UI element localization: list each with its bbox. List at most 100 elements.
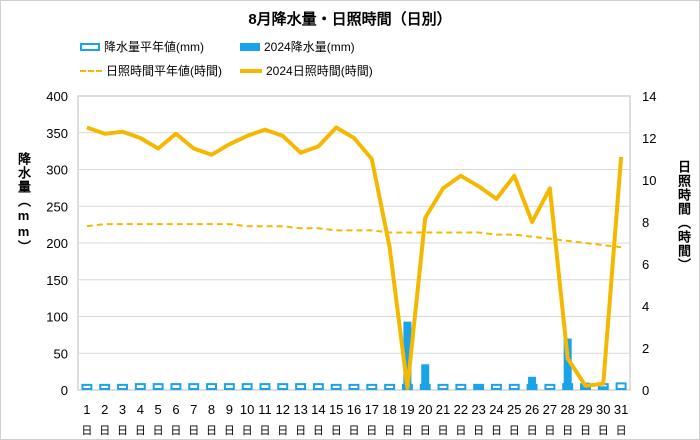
right-tick-label: 12 [642,131,656,146]
chart-title: 8月降水量・日照時間（日別） [248,11,452,28]
x-tick-label: 1 [83,402,90,417]
right-tick-label: 8 [642,215,649,230]
day-of-week-label: 日 [312,425,324,437]
day-of-week-label: 日 [223,425,235,437]
precip-2024-bar [403,321,412,390]
legend-label: 降水量平年値(mm) [104,40,204,54]
right-tick-label: 0 [642,383,649,398]
normal-precip-bar [170,383,182,390]
x-tick-label: 14 [311,402,325,417]
day-of-week-label: 日 [490,425,502,437]
legend-swatch-dash [80,69,102,72]
x-tick-label: 9 [226,402,233,417]
day-of-week-label: 日 [526,425,538,437]
x-tick-label: 18 [382,402,396,417]
legend-normal-sun: 日照時間平年値(時間) [80,62,222,79]
left-tick-label: 200 [46,236,68,251]
sunshine-2024-line [86,125,624,390]
normal-precip-bar [223,383,235,390]
x-tick-label: 2 [101,402,108,417]
normal-precip-bar [259,383,271,390]
day-of-week-label: 日 [544,425,556,437]
x-tick-label: 16 [347,402,361,417]
x-tick-label: 30 [596,402,610,417]
day-of-week-label: 日 [562,425,574,437]
day-of-week-label: 日 [259,425,271,437]
day-of-week-label: 日 [117,425,129,437]
x-tick-label: 21 [436,402,450,417]
day-of-week-label: 日 [401,425,413,437]
normal-precip-bar [277,383,289,390]
day-of-week-label: 日 [206,425,218,437]
left-tick-label: 50 [54,346,68,361]
left-tick-label: 400 [46,89,68,104]
legend-normal-precip: 降水量平年値(mm) [80,38,204,55]
day-of-week-label: 日 [597,425,609,437]
normal-precip-bar [152,383,164,390]
normal-precip-bar [81,383,93,391]
normal-precip-bar [366,383,378,391]
legend-label: 2024降水量(mm) [264,40,355,54]
left-tick-label: 150 [46,273,68,288]
precip-2024-bar [563,338,572,390]
left-tick-label: 100 [46,310,68,325]
normal-precip-bar [615,382,627,391]
legend-label: 2024日照時間(時間) [266,64,373,78]
right-axis-title: 日照時間（時間） [676,160,691,272]
precip-2024-bar [421,364,430,390]
x-tick-label: 31 [614,402,628,417]
right-tick-label: 2 [642,341,649,356]
right-tick-label: 6 [642,257,649,272]
day-of-week-label: 日 [366,425,378,437]
day-of-week-label: 日 [99,425,111,437]
normal-precip-bar [206,383,217,390]
x-tick-label: 26 [525,402,539,417]
left-tick-label: 350 [46,126,68,141]
day-of-week-label: 日 [437,425,449,437]
legend-swatch-fill [240,42,260,51]
legend-swatch-outline [80,42,100,51]
normal-sunshine-line [86,223,622,249]
x-tick-label: 6 [172,402,179,417]
normal-precip-bar [295,383,307,390]
x-tick-label: 22 [454,402,468,417]
x-tick-label: 25 [507,402,521,417]
legend-label: 日照時間平年値(時間) [106,64,222,78]
normal-precip-bar [134,383,146,390]
day-of-week-label: 日 [348,425,360,437]
x-tick-label: 5 [155,402,162,417]
day-of-week-label: 日 [277,425,289,437]
day-of-week-label: 日 [455,425,467,437]
normal-precip-bar [508,383,520,391]
normal-precip-bar [544,383,556,391]
day-of-week-label: 日 [330,425,342,437]
legend-2024-sun: 2024日照時間(時間) [240,62,373,79]
precip-2024-bar [599,386,608,390]
x-tick-label: 27 [543,402,557,417]
precip-2024-bar [474,385,483,390]
right-tick-label: 10 [642,173,656,188]
normal-precip-bar [455,383,467,391]
normal-precip-bar [188,383,200,390]
x-tick-label: 19 [400,402,414,417]
normal-precip-bar [348,383,360,391]
normal-precip-bar [330,383,342,391]
day-of-week-label: 日 [384,425,396,437]
precip-2024-bar [528,376,537,390]
normal-precip-bar [117,383,128,391]
day-of-week-label: 日 [81,425,93,437]
left-tick-label: 300 [46,163,68,178]
x-tick-label: 24 [489,402,503,417]
normal-precip-bar [384,383,396,391]
day-of-week-label: 日 [188,425,200,437]
x-tick-label: 12 [276,402,290,417]
x-tick-label: 11 [258,402,272,417]
right-tick-label: 4 [642,299,649,314]
day-of-week-label: 日 [579,425,591,437]
day-of-week-label: 日 [170,425,182,437]
x-tick-label: 15 [329,402,343,417]
day-of-week-label: 日 [295,425,307,437]
right-tick-label: 14 [642,89,656,104]
